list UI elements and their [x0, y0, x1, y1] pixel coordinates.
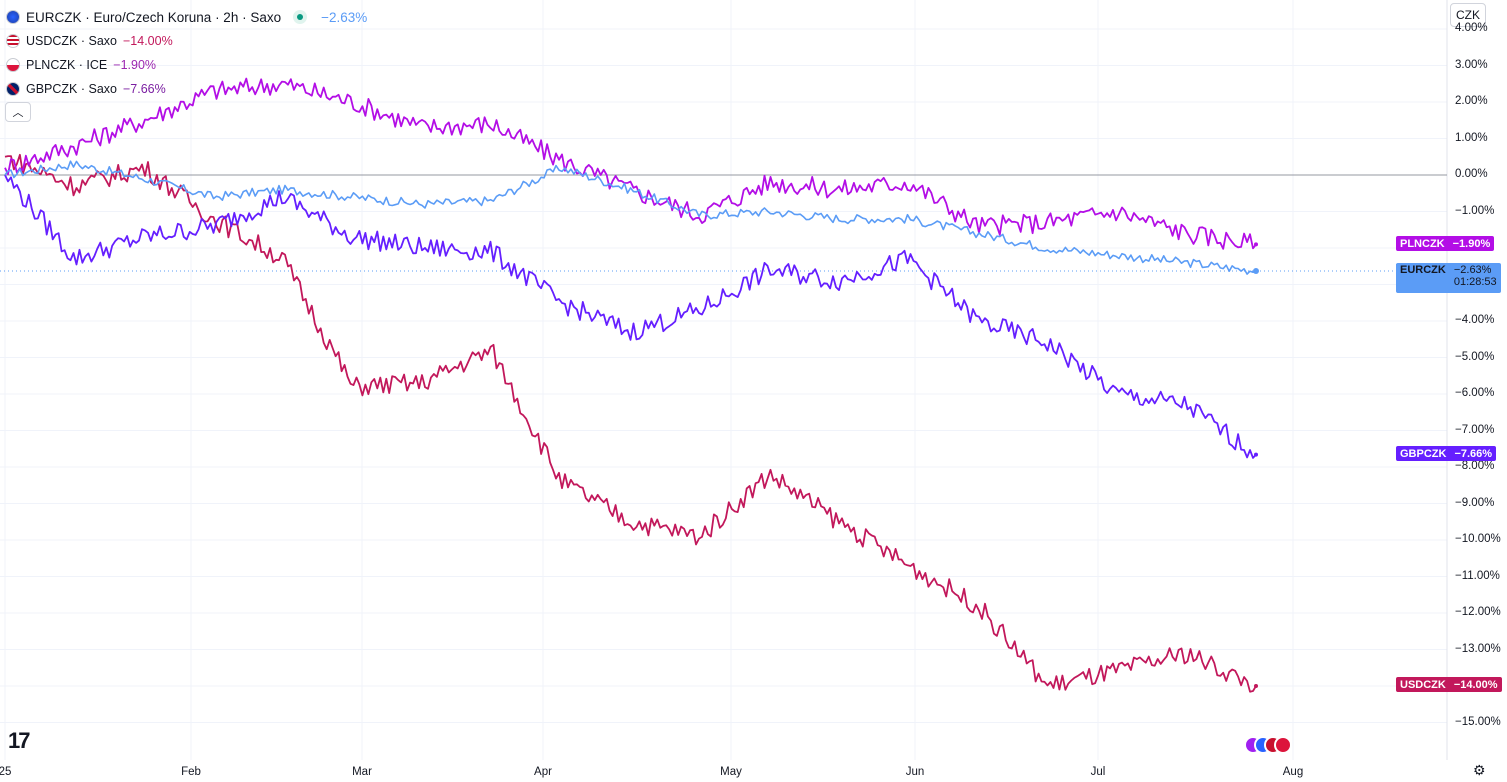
legend-compare-usdczk[interactable]: USDCZK · Saxo −14.00%: [6, 29, 367, 53]
y-axis-label: −4.00%: [1455, 314, 1495, 326]
eurczk-price-badge: EURCZK −2.63% 01:28:53: [1396, 263, 1501, 293]
y-axis-label: −7.00%: [1455, 423, 1495, 436]
pl-flag-icon: [6, 58, 20, 72]
badge-value: −7.66%: [1454, 447, 1493, 460]
badge-symbol: USDCZK: [1400, 678, 1446, 691]
legend-symbol: USDCZK · Saxo: [26, 34, 117, 48]
badge-value: −1.90%: [1452, 237, 1491, 250]
gb-flag-icon: [6, 82, 20, 96]
bar-countdown: 01:28:53: [1453, 276, 1497, 288]
badge-value: −14.00%: [1453, 678, 1498, 691]
badge-symbol: GBPCZK: [1400, 447, 1447, 460]
legend-symbol: PLNCZK · ICE: [26, 58, 108, 72]
legend-main-symbol: EURCZK · Euro/Czech Koruna · 2h · Saxo: [26, 9, 282, 25]
legend-compare-plnczk[interactable]: PLNCZK · ICE −1.90%: [6, 53, 367, 77]
y-axis-label: −8.00%: [1455, 460, 1495, 472]
x-axis-label: Feb: [181, 766, 201, 778]
tradingview-logo-icon[interactable]: 17: [8, 728, 31, 753]
legend-main-change: −2.63%: [321, 9, 368, 25]
y-axis-label: −10.00%: [1455, 533, 1501, 545]
collapse-legend-button[interactable]: ︿: [5, 102, 31, 122]
x-axis-label: Apr: [534, 766, 552, 778]
x-axis-label: Jul: [1090, 766, 1106, 778]
plnczk-price-badge: PLNCZK −1.90%: [1396, 236, 1495, 251]
legend-compare-gbpczk[interactable]: GBPCZK · Saxo −7.66%: [6, 77, 367, 101]
badge-value: −2.63%: [1453, 264, 1492, 276]
y-axis-label: −6.00%: [1455, 387, 1495, 399]
x-axis-label: 25: [0, 766, 12, 778]
gear-icon[interactable]: ⚙: [1473, 762, 1486, 778]
y-axis-label: 3.00%: [1455, 58, 1488, 71]
chart-series: [4, 77, 1259, 693]
x-axis-label: Mar: [352, 766, 372, 778]
y-axis-label: −15.00%: [1455, 715, 1501, 728]
legend-main-series[interactable]: EURCZK · Euro/Czech Koruna · 2h · Saxo −…: [6, 5, 367, 29]
legend-symbol: GBPCZK · Saxo: [26, 82, 117, 96]
last-point-plnczk: [1254, 242, 1258, 247]
series-line-eurczk: [4, 160, 1257, 275]
zero-line: [0, 174, 1447, 272]
chart-grid: [0, 0, 1448, 760]
last-point-gbpczk: [1254, 452, 1258, 457]
y-axis-label: −9.00%: [1455, 496, 1495, 509]
currency-button[interactable]: CZK: [1450, 3, 1486, 27]
chevron-up-icon: ︿: [12, 107, 24, 119]
chart-legend: EURCZK · Euro/Czech Koruna · 2h · Saxo −…: [6, 5, 367, 101]
y-axis-label: −11.00%: [1455, 569, 1500, 582]
economic-events[interactable]: [1244, 736, 1292, 754]
y-axis-label: 4.00%: [1455, 22, 1488, 34]
series-line-plnczk: [4, 77, 1257, 250]
y-axis-label: 0.00%: [1455, 168, 1488, 180]
legend-change: −1.90%: [113, 58, 157, 72]
legend-change: −7.66%: [123, 82, 166, 96]
x-axis-label: May: [720, 766, 742, 778]
y-axis-label: 2.00%: [1455, 95, 1488, 107]
y-axis-label: −12.00%: [1455, 606, 1501, 618]
gbpczk-price-badge: GBPCZK −7.66%: [1396, 446, 1497, 461]
eu-flag-icon: [6, 10, 20, 24]
y-axis-label: −1.00%: [1455, 204, 1495, 217]
series-line-usdczk: [4, 153, 1257, 693]
badge-symbol: PLNCZK: [1400, 237, 1445, 250]
usdczk-price-badge: USDCZK −14.00%: [1396, 677, 1502, 692]
y-axis-label: −13.00%: [1455, 642, 1501, 655]
legend-change: −14.00%: [123, 34, 173, 48]
y-axis-label: 1.00%: [1455, 131, 1488, 144]
last-point-usdczk: [1254, 684, 1258, 688]
event-flag-icon[interactable]: [1274, 736, 1292, 754]
last-point-eurczk: [1253, 267, 1259, 274]
x-axis-label: Aug: [1282, 766, 1304, 778]
market-status-icon[interactable]: [293, 10, 308, 24]
y-axis-label: −5.00%: [1455, 350, 1495, 363]
us-flag-icon: [6, 34, 20, 48]
series-line-gbpczk: [4, 174, 1257, 459]
x-axis-label: Jun: [905, 766, 925, 778]
badge-symbol: EURCZK: [1396, 264, 1450, 276]
